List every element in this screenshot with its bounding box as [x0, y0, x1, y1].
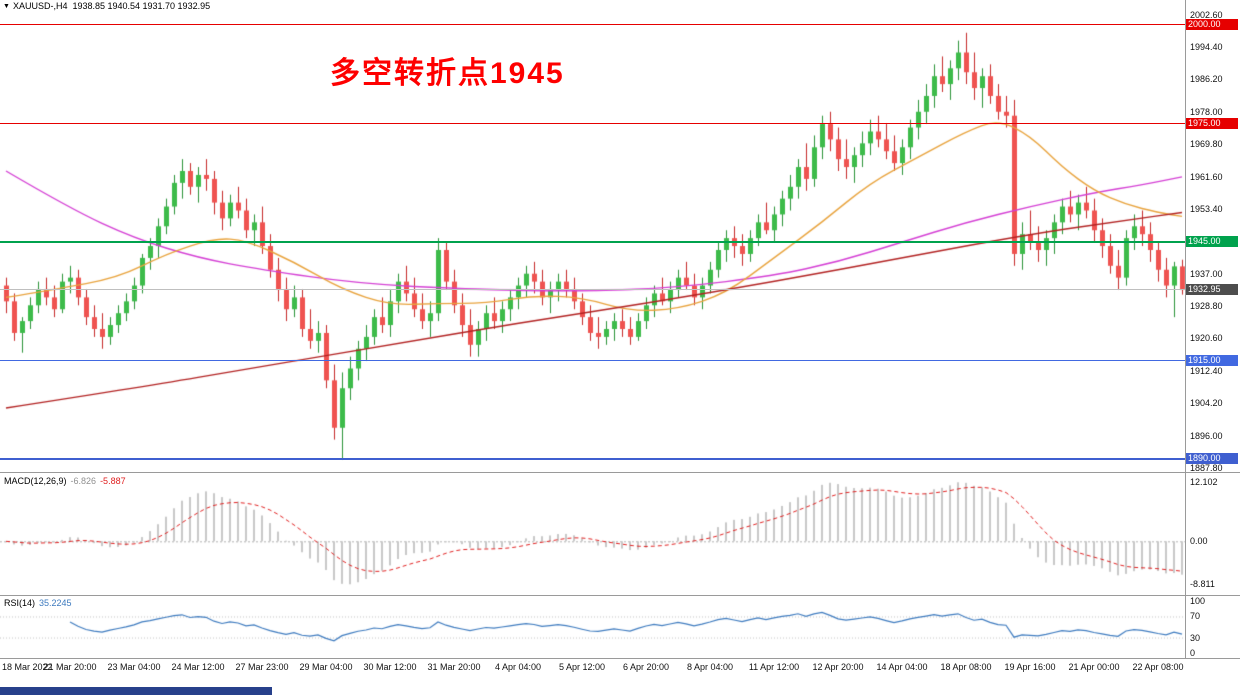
price-badge-1915.00: 1915.00 — [1186, 354, 1238, 366]
price-axis-tick: 2002.60 — [1190, 9, 1223, 20]
time-axis-label: 6 Apr 20:00 — [622, 662, 670, 672]
macd-axis-tick: 0.00 — [1190, 536, 1208, 547]
time-axis-label: 18 Mar 2022 — [2, 662, 53, 672]
price-axis-tick: 1978.00 — [1190, 106, 1223, 117]
macd-value-main: -6.826 — [70, 476, 97, 486]
hline-1915[interactable] — [0, 360, 1185, 362]
rsi-axis-tick: 0 — [1190, 648, 1196, 659]
price-axis-tick: 1986.20 — [1190, 74, 1223, 85]
macd-axis-tick: 12.102 — [1190, 477, 1218, 488]
symbol-ohlc-values: 1938.85 1940.54 1931.70 1932.95 — [72, 1, 211, 11]
taskbar-fragment — [0, 687, 272, 695]
price-badge-2000.00: 2000.00 — [1186, 18, 1238, 30]
price-axis-tick: 1887.80 — [1190, 463, 1223, 474]
rsi-value: 35.2245 — [39, 598, 72, 608]
price-axis-tick: 1961.60 — [1190, 171, 1223, 182]
price-axis-tick: 1928.80 — [1190, 301, 1223, 312]
hline-1945[interactable] — [0, 241, 1185, 244]
time-axis-label: 8 Apr 04:00 — [686, 662, 734, 672]
rsi-axis-tick: 70 — [1190, 611, 1201, 622]
hline-1975[interactable] — [0, 123, 1185, 125]
price-badge-1932.95: 1932.95 — [1186, 283, 1238, 295]
time-axis-label: 18 Apr 08:00 — [940, 662, 992, 672]
price-axis-separator — [1185, 0, 1186, 658]
price-axis-tick: 1969.80 — [1190, 139, 1223, 150]
macd-label-row: MACD(12,26,9) -6.826 -5.887 — [4, 476, 130, 486]
pane-separator-price-macd[interactable] — [0, 472, 1240, 473]
price-axis-tick: 1912.40 — [1190, 365, 1223, 376]
price-axis-tick: 1953.40 — [1190, 203, 1223, 214]
price-axis-tick: 1904.20 — [1190, 398, 1223, 409]
macd-value-signal: -5.887 — [100, 476, 126, 486]
price-badge-1890.00: 1890.00 — [1186, 453, 1238, 465]
rsi-label-row: RSI(14) 35.2245 — [4, 598, 76, 608]
price-axis-tick: 1937.00 — [1190, 268, 1223, 279]
time-axis-label: 5 Apr 12:00 — [558, 662, 606, 672]
pane-separator-macd-rsi[interactable] — [0, 595, 1240, 596]
macd-axis-tick: -8.811 — [1190, 579, 1215, 590]
chart-canvas[interactable] — [0, 0, 1186, 659]
time-axis-label: 11 Apr 12:00 — [748, 662, 800, 672]
price-axis-tick: 1896.00 — [1190, 430, 1223, 441]
price-axis-tick: 1994.40 — [1190, 41, 1223, 52]
time-axis-label: 19 Apr 16:00 — [1004, 662, 1056, 672]
time-axis-label: 21 Apr 00:00 — [1068, 662, 1120, 672]
time-axis-label: 14 Apr 04:00 — [876, 662, 928, 672]
price-badge-1975.00: 1975.00 — [1186, 117, 1238, 129]
rsi-label: RSI(14) — [4, 598, 36, 608]
rsi-axis-tick: 30 — [1190, 632, 1201, 643]
symbol-header: ▼ XAUUSD-,H4 1938.85 1940.54 1931.70 1932.… — [3, 1, 210, 11]
hline-1932.95[interactable] — [0, 289, 1185, 291]
price-axis-tick: 1920.60 — [1190, 333, 1223, 344]
time-axis-label: 12 Apr 20:00 — [812, 662, 864, 672]
time-axis-label: 27 Mar 23:00 — [235, 662, 289, 672]
time-axis-label: 22 Apr 08:00 — [1132, 662, 1184, 672]
macd-label: MACD(12,26,9) — [4, 476, 67, 486]
time-axis-label: 24 Mar 12:00 — [171, 662, 225, 672]
price-badge-1945.00: 1945.00 — [1186, 236, 1238, 248]
pane-separator-time-axis — [0, 658, 1240, 659]
time-axis-label: 23 Mar 04:00 — [107, 662, 161, 672]
hline-2000[interactable] — [0, 24, 1185, 26]
chart-annotation[interactable]: 多空转折点1945 — [330, 57, 565, 90]
rsi-axis-tick: 100 — [1190, 595, 1206, 606]
symbol-title: XAUUSD-,H4 — [12, 1, 68, 11]
time-axis-label: 31 Mar 20:00 — [427, 662, 481, 672]
time-axis-label: 4 Apr 04:00 — [494, 662, 542, 672]
symbol-dropdown-icon[interactable]: ▼ — [3, 3, 10, 10]
time-axis-label: 30 Mar 12:00 — [363, 662, 417, 672]
hline-1890[interactable] — [0, 458, 1185, 461]
time-axis-label: 29 Mar 04:00 — [299, 662, 353, 672]
time-axis-label: 21 Mar 20:00 — [43, 662, 97, 672]
